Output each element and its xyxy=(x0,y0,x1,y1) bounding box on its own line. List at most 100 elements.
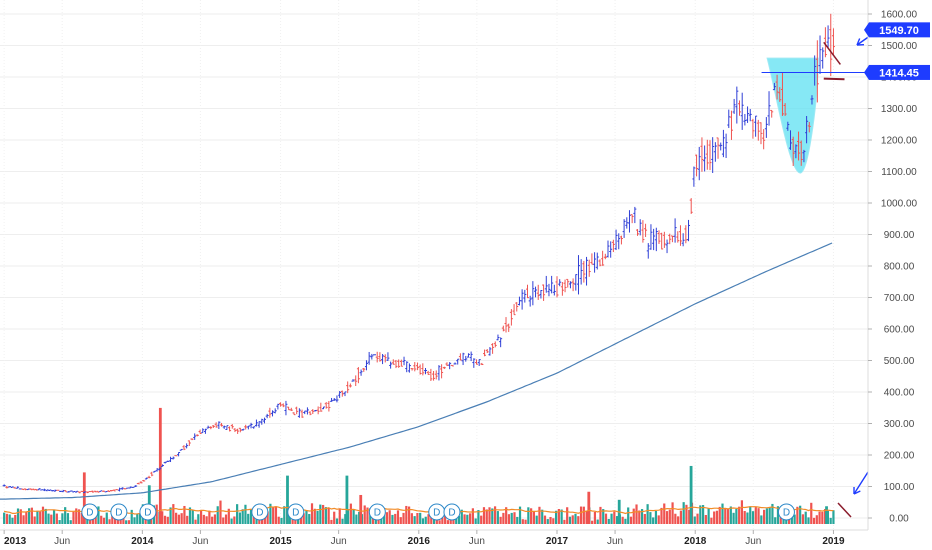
time-tick-label: Jun xyxy=(607,536,623,547)
price-bar xyxy=(746,106,750,123)
time-axis[interactable]: 2013 Jun 2014 Jun 2015 Jun 2016 Jun 2017 Jun 2018 J… xyxy=(0,529,868,547)
volume-bar xyxy=(283,506,286,524)
price-bar xyxy=(276,403,280,410)
volume-bar xyxy=(807,517,810,524)
volume-bar xyxy=(341,518,344,524)
price-bar xyxy=(85,491,89,494)
volume-bar xyxy=(815,515,818,524)
price-bar xyxy=(442,366,446,370)
price-bar xyxy=(818,35,822,74)
volume-bar xyxy=(14,514,17,524)
price-bar xyxy=(115,489,119,491)
price-bar xyxy=(112,489,116,492)
price-bar xyxy=(99,490,103,492)
price-bar xyxy=(609,241,613,258)
price-bar xyxy=(687,219,691,242)
price-badge-background xyxy=(869,22,930,38)
volume-bar xyxy=(72,511,75,524)
volume-bar xyxy=(324,507,327,524)
price-bar xyxy=(61,489,65,493)
volume-bar xyxy=(699,505,702,524)
price-tick-label: 700.00 xyxy=(884,293,915,304)
volume-bar xyxy=(405,505,408,524)
price-bar xyxy=(348,383,352,388)
volume-bar xyxy=(416,513,419,524)
volume-bar xyxy=(738,506,741,524)
price-bar xyxy=(641,220,645,243)
volume-bar xyxy=(177,514,180,524)
price-bar xyxy=(303,410,307,415)
price-bar xyxy=(281,403,285,408)
volume-bar xyxy=(421,518,425,524)
price-bar xyxy=(370,353,374,360)
price-bar xyxy=(222,425,226,429)
volume-bar xyxy=(194,519,197,524)
price-bar xyxy=(574,274,578,291)
price-bar xyxy=(203,428,207,434)
volume-bar xyxy=(518,506,522,524)
volume-bar xyxy=(407,506,411,524)
dividend-marker: D xyxy=(110,503,128,521)
price-bar xyxy=(24,488,28,491)
price-tick-label: 200.00 xyxy=(884,451,915,462)
price-bar xyxy=(662,231,666,248)
moving-average-line xyxy=(0,242,833,500)
price-bar xyxy=(668,233,672,245)
price-bar xyxy=(18,488,22,490)
volume-bar xyxy=(352,509,355,524)
price-bar xyxy=(163,461,167,464)
volume-bar xyxy=(482,507,486,524)
volume-bar xyxy=(77,509,81,524)
volume-bar xyxy=(291,517,294,524)
volume-bar xyxy=(801,514,805,524)
volume-bar xyxy=(366,507,369,524)
price-bar xyxy=(101,490,105,492)
price-bar xyxy=(751,118,755,139)
price-bar xyxy=(378,352,382,362)
volume-bar xyxy=(466,514,469,524)
price-bar xyxy=(147,475,151,479)
price-bar xyxy=(292,412,296,416)
price-bar xyxy=(582,260,586,283)
price-axis[interactable]: 1600.001500.001400.001300.001200.001100.… xyxy=(864,0,932,550)
price-bar xyxy=(123,488,127,490)
price-bar xyxy=(354,375,358,386)
volume-bar xyxy=(607,518,610,524)
time-tick-label: 2019 xyxy=(822,536,845,547)
volume-bar xyxy=(824,509,827,524)
volume-bar-spike xyxy=(825,506,828,524)
dividend-marker: D xyxy=(81,503,99,521)
volume-bar xyxy=(574,513,577,524)
price-bar xyxy=(719,142,723,151)
volume-bar xyxy=(280,517,283,524)
time-tick-label: Jun xyxy=(54,536,70,547)
volume-bar xyxy=(52,509,56,524)
volume-bar xyxy=(665,511,669,524)
time-tick-label: Jun xyxy=(469,536,485,547)
price-bar xyxy=(453,362,457,365)
price-bar xyxy=(770,109,774,118)
price-bar xyxy=(109,490,113,492)
price-bar xyxy=(729,110,733,140)
volume-bar xyxy=(111,513,114,524)
price-bar xyxy=(96,490,100,493)
volume-bar xyxy=(554,510,558,524)
volume-bar xyxy=(646,504,649,524)
price-bar xyxy=(469,351,473,362)
annotations xyxy=(761,32,875,518)
price-bar xyxy=(775,74,779,100)
volume-bar xyxy=(330,519,333,524)
volume-bar xyxy=(793,514,796,524)
volume-bar xyxy=(116,517,119,524)
volume-bar xyxy=(133,517,136,524)
price-bar xyxy=(466,353,470,358)
volume-bar xyxy=(591,520,594,524)
volume-bar xyxy=(643,513,646,524)
price-bar xyxy=(48,489,52,492)
price-bar xyxy=(356,367,360,384)
volume-bar xyxy=(763,509,766,524)
price-bar xyxy=(413,362,417,372)
volume-bar xyxy=(660,507,663,524)
price-bar xyxy=(799,140,803,166)
